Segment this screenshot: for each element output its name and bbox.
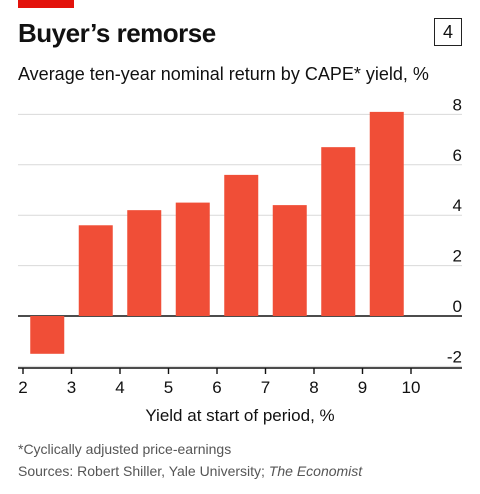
x-tick-label: 8 — [309, 378, 318, 397]
y-tick-label: 8 — [453, 95, 462, 114]
x-tick-label: 3 — [67, 378, 76, 397]
bar — [369, 111, 404, 316]
x-tick-label: 10 — [402, 378, 421, 397]
y-tick-label: 2 — [453, 247, 462, 266]
bars — [30, 111, 404, 354]
bar — [175, 202, 210, 316]
source-prefix: Sources: Robert Shiller, Yale University… — [18, 463, 269, 479]
chart-title: Buyer’s remorse — [18, 18, 216, 48]
y-tick-label: -2 — [447, 347, 462, 366]
x-tick-labels: 2 3 4 5 6 7 8 9 10 — [18, 378, 420, 397]
y-tick-label: 4 — [453, 196, 462, 215]
brand-accent-tab — [18, 0, 74, 8]
chart-subtitle: Average ten-year nominal return by CAPE*… — [18, 64, 429, 84]
x-axis — [18, 367, 462, 374]
y-tick-labels: -2 0 2 4 6 8 — [447, 95, 462, 366]
bar — [127, 210, 162, 316]
x-tick-label: 4 — [115, 378, 124, 397]
x-tick-label: 7 — [261, 378, 270, 397]
y-tick-label: 6 — [453, 146, 462, 165]
x-tick-label: 6 — [212, 378, 221, 397]
bar — [321, 147, 356, 316]
source-publication: The Economist — [268, 463, 363, 479]
x-tick-label: 9 — [358, 378, 367, 397]
bar — [224, 174, 259, 316]
footnote: *Cyclically adjusted price-earnings — [18, 441, 232, 457]
x-axis-label: Yield at start of period, % — [145, 406, 335, 425]
x-tick-label: 2 — [18, 378, 27, 397]
bar — [78, 225, 113, 316]
source-note: Sources: Robert Shiller, Yale University… — [18, 463, 362, 479]
y-tick-label: 0 — [453, 297, 462, 316]
bar — [30, 316, 65, 354]
chart-number-badge: 4 — [434, 18, 462, 46]
bar — [272, 205, 307, 316]
x-tick-label: 5 — [164, 378, 173, 397]
